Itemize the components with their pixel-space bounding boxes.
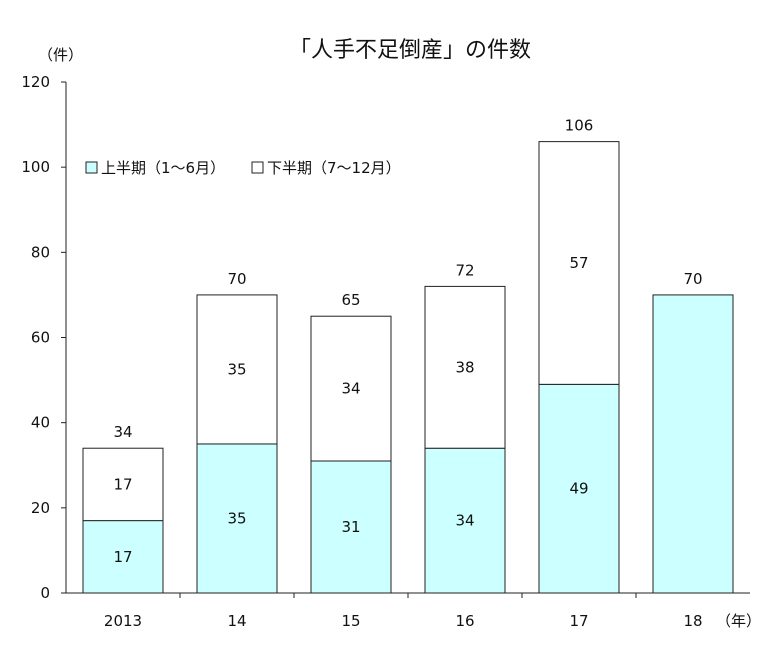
- legend-label-first-half: 上半期（1～6月）: [101, 159, 225, 177]
- bar-first-half: [82, 520, 164, 594]
- total-label: 65: [341, 291, 360, 309]
- x-tick-label: 15: [341, 612, 360, 630]
- bars: [82, 141, 734, 594]
- value-label-first-half: 49: [569, 480, 588, 498]
- y-tick-label: 80: [31, 243, 50, 261]
- value-label-first-half: 34: [455, 512, 474, 530]
- bar-second-half: [538, 141, 620, 385]
- chart-title: 「人手不足倒産」の件数: [289, 38, 531, 63]
- x-tick-label: 17: [569, 612, 588, 630]
- data-labels: 17 17 34 35 35 70 31 34 65 34 38 72 49 57 106 70: [113, 117, 702, 566]
- y-tick-label: 20: [31, 499, 50, 517]
- bar-second-half: [310, 315, 392, 462]
- value-label-first-half: 35: [227, 509, 246, 527]
- legend-label-second-half: 下半期（7～12月）: [267, 159, 401, 177]
- bar-first-half: [424, 447, 506, 594]
- x-tick-label: 16: [455, 612, 474, 630]
- bar-second-half: [424, 285, 506, 449]
- legend: 上半期（1～6月） 下半期（7～12月）: [85, 159, 401, 177]
- legend-swatch-second-half: [251, 161, 264, 174]
- total-label: 70: [683, 270, 702, 288]
- x-tick-label: 2013: [104, 612, 142, 630]
- y-axis-unit: （件）: [38, 46, 83, 64]
- value-label-second-half: 38: [455, 358, 474, 376]
- value-label-second-half: 35: [227, 360, 246, 378]
- value-label-first-half: 31: [341, 518, 360, 536]
- value-label-second-half: 57: [569, 254, 588, 272]
- bar-first-half: [310, 460, 392, 594]
- x-axis-unit: （年）: [716, 612, 761, 630]
- y-tick-label: 0: [40, 584, 50, 602]
- total-label: 72: [455, 261, 474, 279]
- bar-second-half: [196, 294, 278, 445]
- legend-swatch-first-half: [85, 161, 98, 174]
- axes: 0 20 40 60 80 100 120 2013 14 15 16 17 18: [21, 73, 750, 630]
- y-tick-label: 40: [31, 414, 50, 432]
- total-label: 106: [565, 117, 594, 135]
- total-label: 34: [113, 423, 132, 441]
- x-tick-label: 14: [227, 612, 246, 630]
- x-tick-label: 18: [683, 612, 702, 630]
- value-label-first-half: 17: [113, 548, 132, 566]
- y-tick-label: 120: [21, 73, 50, 91]
- total-label: 70: [227, 270, 246, 288]
- bar-second-half: [82, 447, 164, 522]
- bar-first-half: [538, 383, 620, 594]
- y-tick-label: 100: [21, 158, 50, 176]
- bar-first-half: [652, 294, 734, 594]
- value-label-second-half: 34: [341, 380, 360, 398]
- y-tick-label: 60: [31, 329, 50, 347]
- value-label-second-half: 17: [113, 475, 132, 493]
